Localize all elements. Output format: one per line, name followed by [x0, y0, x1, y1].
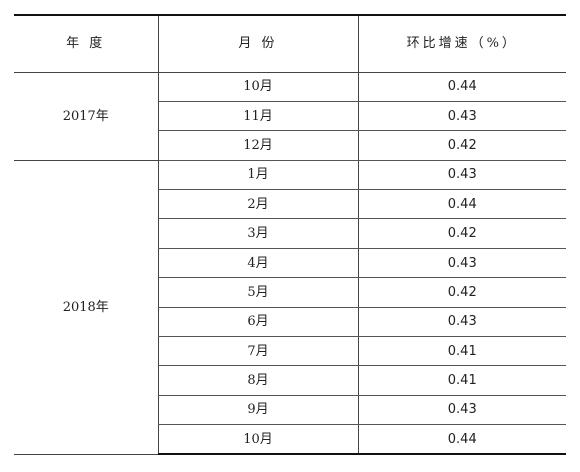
month-cell: 9月	[157, 395, 359, 426]
month-cell: 2月	[157, 189, 359, 220]
value-cell: 0.43	[358, 160, 566, 191]
table-row: 3月 0.42	[14, 218, 566, 249]
value-cell: 0.41	[358, 365, 566, 396]
table-row: 6月 0.43	[14, 307, 566, 338]
month-cell: 4月	[157, 248, 359, 279]
value-cell: 0.44	[358, 189, 566, 220]
month-cell: 6月	[157, 307, 359, 338]
table-row: 9月 0.43	[14, 395, 566, 426]
value-cell: 0.43	[358, 307, 566, 338]
value-cell: 0.41	[358, 336, 566, 367]
value-cell: 0.42	[358, 130, 566, 161]
table-row: 7月 0.41	[14, 336, 566, 367]
value-cell: 0.43	[358, 248, 566, 279]
header-row: 年 度 月 份 环比增速（%）	[14, 14, 566, 73]
table-row: 12月 0.42	[14, 130, 566, 161]
year-cell: 2017年	[14, 72, 158, 161]
table-row: 2017年 10月 0.44	[14, 72, 566, 161]
table-row: 11月 0.43	[14, 101, 566, 132]
value-cell: 0.44	[358, 72, 566, 102]
month-cell: 8月	[157, 365, 359, 396]
value-cell: 0.43	[358, 101, 566, 132]
header-year: 年 度	[14, 14, 158, 73]
table-row: 5月 0.42	[14, 277, 566, 308]
growth-rate-table: 年 度 月 份 环比增速（%） 2017年 10月 0.44 11月 0.43 …	[14, 14, 566, 456]
month-cell: 7月	[157, 336, 359, 367]
month-cell: 12月	[157, 130, 359, 161]
table-row: 2月 0.44	[14, 189, 566, 220]
header-growth-rate: 环比增速（%）	[358, 14, 566, 73]
month-cell: 3月	[157, 218, 359, 249]
month-cell: 11月	[157, 101, 359, 132]
table-row: 2018年 1月 0.43	[14, 160, 566, 455]
month-cell: 10月	[157, 424, 359, 456]
month-cell: 10月	[157, 72, 359, 102]
month-cell: 5月	[157, 277, 359, 308]
header-month: 月 份	[157, 14, 359, 73]
value-cell: 0.43	[358, 395, 566, 426]
value-cell: 0.44	[358, 424, 566, 456]
value-cell: 0.42	[358, 277, 566, 308]
value-cell: 0.42	[358, 218, 566, 249]
table-row: 8月 0.41	[14, 365, 566, 396]
year-cell: 2018年	[14, 160, 158, 455]
month-cell: 1月	[157, 160, 359, 191]
table-row: 4月 0.43	[14, 248, 566, 279]
table-row: 10月 0.44	[14, 424, 566, 456]
